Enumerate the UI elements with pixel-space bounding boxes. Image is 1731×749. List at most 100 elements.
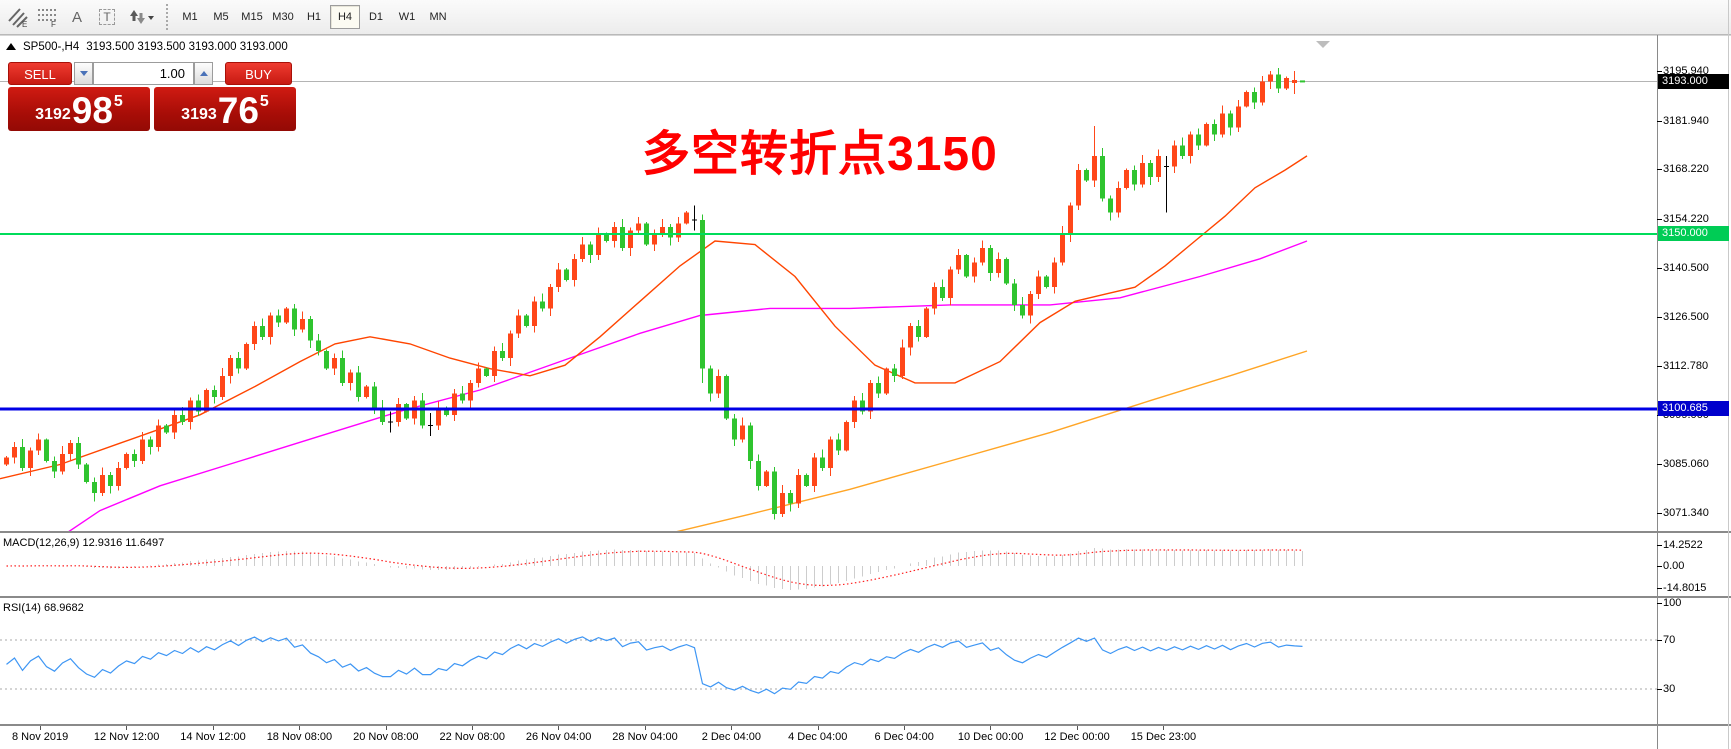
arrows-icon[interactable] [126, 4, 160, 30]
time-axis-tick [558, 726, 560, 730]
sell-price-prefix: 3192 [35, 106, 71, 123]
rsi-axis-tick [1657, 602, 1662, 604]
sell-button[interactable]: SELL [8, 62, 72, 85]
timeframe-button-d1[interactable]: D1 [368, 11, 384, 23]
chart-header: SP500-,H4 3193.500 3193.500 3193.000 319… [6, 41, 288, 53]
time-axis-label: 12 Nov 12:00 [93, 731, 160, 743]
price-axis-dash [1657, 71, 1662, 72]
chevron-down-icon [79, 71, 88, 76]
time-axis-tick [1076, 726, 1078, 730]
macd-axis-value: -14.8015 [1663, 582, 1707, 595]
time-axis-label: 20 Nov 08:00 [353, 731, 419, 743]
time-axis-label: 6 Dec 04:00 [874, 731, 934, 743]
time-axis-tick [990, 726, 992, 730]
text-box-icon[interactable]: T [94, 4, 120, 30]
channel-draw-icon[interactable]: E [6, 4, 32, 30]
price-axis-tick: 3140.500 [1663, 261, 1709, 274]
timeframe-button-m5[interactable]: M5 [213, 11, 229, 23]
price-badge: 3193.000 [1658, 73, 1729, 89]
symbol-triangle-icon [6, 43, 16, 50]
rsi-axis-value: 70 [1663, 633, 1676, 646]
sell-price-big: 98 [71, 90, 113, 131]
price-axis-tick: 3181.940 [1663, 114, 1709, 127]
time-axis-tick [472, 726, 473, 730]
price-axis-dash [1657, 120, 1662, 122]
time-axis-label: 8 Nov 2019 [12, 731, 69, 743]
fibonacci-icon[interactable]: F [36, 4, 62, 30]
price-axis-border [1657, 35, 1658, 749]
chevron-up-icon [199, 71, 208, 76]
volume-decrease-button[interactable] [74, 62, 93, 85]
macd-axis-value: 0.00 [1663, 560, 1685, 572]
buy-price-big: 76 [217, 90, 259, 131]
price-axis-dash [1657, 169, 1662, 171]
svg-text:E: E [22, 20, 27, 28]
price-axis-dash [1657, 464, 1662, 466]
rsi-axis-value: 100 [1663, 596, 1682, 609]
timeframe-button-m1[interactable]: M1 [182, 11, 198, 23]
time-axis-tick [40, 726, 41, 730]
text-label-icon[interactable]: A [71, 8, 82, 26]
time-axis-label: 2 Dec 04:00 [701, 731, 762, 743]
buy-price-prefix: 3193 [181, 106, 217, 123]
time-axis-tick [126, 726, 128, 730]
price-axis-tick: 3071.340 [1663, 506, 1709, 519]
buy-price-tile[interactable]: 3193 76 5 [154, 87, 296, 131]
time-axis-tick [817, 726, 819, 730]
price-axis-tick: 3154.220 [1663, 212, 1709, 225]
price-axis-dash [1657, 365, 1662, 367]
price-axis-tick: 3168.220 [1663, 163, 1709, 176]
rsi-panel[interactable] [0, 599, 1657, 723]
timeframe-button-mn[interactable]: MN [429, 11, 447, 23]
price-axis-dash [1657, 218, 1662, 220]
time-axis-label: 22 Nov 08:00 [439, 731, 505, 743]
price-chart[interactable] [0, 36, 1657, 531]
price-badge: 3100.685 [1658, 401, 1729, 417]
time-axis-label: 26 Nov 04:00 [525, 731, 592, 743]
buy-price-sup: 5 [259, 93, 269, 110]
toolbar-grip[interactable] [166, 4, 168, 30]
time-axis-tick [904, 726, 905, 730]
ma-fast [0, 155, 1308, 480]
timeaxis-separator [0, 724, 1731, 726]
timeframe-button-h1[interactable]: H1 [306, 11, 322, 23]
time-axis-label: 18 Nov 08:00 [266, 731, 333, 743]
timeframe-button-w1[interactable]: W1 [398, 11, 416, 23]
scroll-anchor-icon [1316, 41, 1330, 48]
macd-label: MACD(12,26,9) 12.9316 11.6497 [3, 537, 165, 549]
macd-axis-tick [1657, 588, 1662, 590]
price-axis-dash [1657, 267, 1662, 269]
price-axis-tick: 3085.060 [1663, 458, 1709, 471]
volume-input[interactable] [93, 62, 194, 85]
timeframe-button-m15[interactable]: M15 [241, 11, 263, 23]
price-axis-dash [1657, 317, 1662, 319]
time-axis-label: 14 Nov 12:00 [180, 731, 246, 743]
ma-mid [68, 240, 1308, 531]
toolbar: E F A T M1 M5 M15 M30 H1 H4 D1 W1 MN [0, 0, 1731, 35]
macd-separator[interactable] [0, 531, 1731, 533]
rsi-axis-tick [1657, 639, 1662, 641]
time-axis-tick [731, 726, 733, 730]
price-axis-dash [1657, 512, 1662, 514]
buy-button[interactable]: BUY [225, 62, 292, 85]
sell-price-tile[interactable]: 3192 98 5 [8, 87, 150, 131]
timeframe-button-m30[interactable]: M30 [272, 11, 294, 23]
rsi-separator[interactable] [0, 596, 1731, 598]
volume-increase-button[interactable] [194, 62, 213, 85]
time-axis-tick [385, 726, 387, 730]
price-axis-tick: 3126.500 [1663, 311, 1709, 324]
sell-price-sup: 5 [113, 93, 123, 110]
time-axis-label: 15 Dec 23:00 [1130, 731, 1197, 743]
symbol-period-label: SP500-,H4 [23, 41, 80, 53]
window-right-edge [1728, 0, 1729, 749]
rsi-axis-value: 30 [1663, 683, 1676, 696]
rsi-axis-tick [1657, 689, 1662, 691]
timeframe-button-h4[interactable]: H4 [330, 5, 360, 29]
svg-text:F: F [51, 20, 56, 28]
rsi-label: RSI(14) 68.9682 [3, 602, 84, 614]
time-axis-label: 4 Dec 04:00 [788, 731, 848, 743]
macd-panel[interactable] [0, 534, 1657, 595]
time-axis-tick [299, 726, 301, 730]
price-badge: 3150.000 [1658, 226, 1729, 242]
